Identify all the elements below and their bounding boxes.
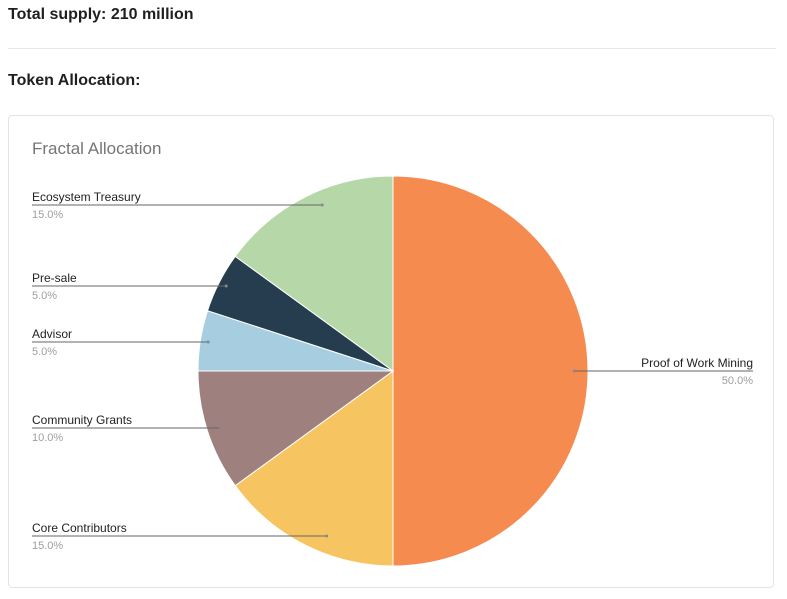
pie-slice-core-contributors xyxy=(234,370,394,567)
leader-dot xyxy=(325,534,329,538)
pie-slice-community-grants xyxy=(197,370,395,487)
chart-card: Fractal Allocation Proof of Work Mining 5… xyxy=(8,115,774,588)
chart-title: Fractal Allocation xyxy=(32,139,162,158)
pie-slice-proof-of-work-mining xyxy=(392,175,589,567)
leader-dot xyxy=(572,369,576,373)
leader-dot xyxy=(219,426,223,430)
slice-label: Ecosystem Treasury xyxy=(32,190,141,204)
section-divider xyxy=(8,48,776,49)
leader-dot xyxy=(224,284,228,288)
slice-percent: 50.0% xyxy=(722,375,753,387)
slice-label: Pre-sale xyxy=(32,271,77,285)
slice-label: Core Contributors xyxy=(32,521,127,535)
leader-dot xyxy=(320,203,324,207)
total-supply-text: Total supply: 210 million xyxy=(8,6,194,23)
slice-label: Advisor xyxy=(32,327,72,341)
pie-chart: Proof of Work Mining 50.0% Core Contributo… xyxy=(32,175,753,567)
slice-percent: 10.0% xyxy=(32,432,63,444)
pie-slice-ecosystem-treasury xyxy=(234,175,394,372)
token-allocation-heading: Token Allocation: xyxy=(8,72,141,89)
slice-percent: 15.0% xyxy=(32,540,63,552)
slice-percent: 15.0% xyxy=(32,209,63,221)
slice-percent: 5.0% xyxy=(32,346,57,358)
slice-label: Community Grants xyxy=(32,413,132,427)
slice-percent: 5.0% xyxy=(32,290,57,302)
leader-dot xyxy=(206,340,210,344)
slice-label: Proof of Work Mining xyxy=(641,356,753,370)
